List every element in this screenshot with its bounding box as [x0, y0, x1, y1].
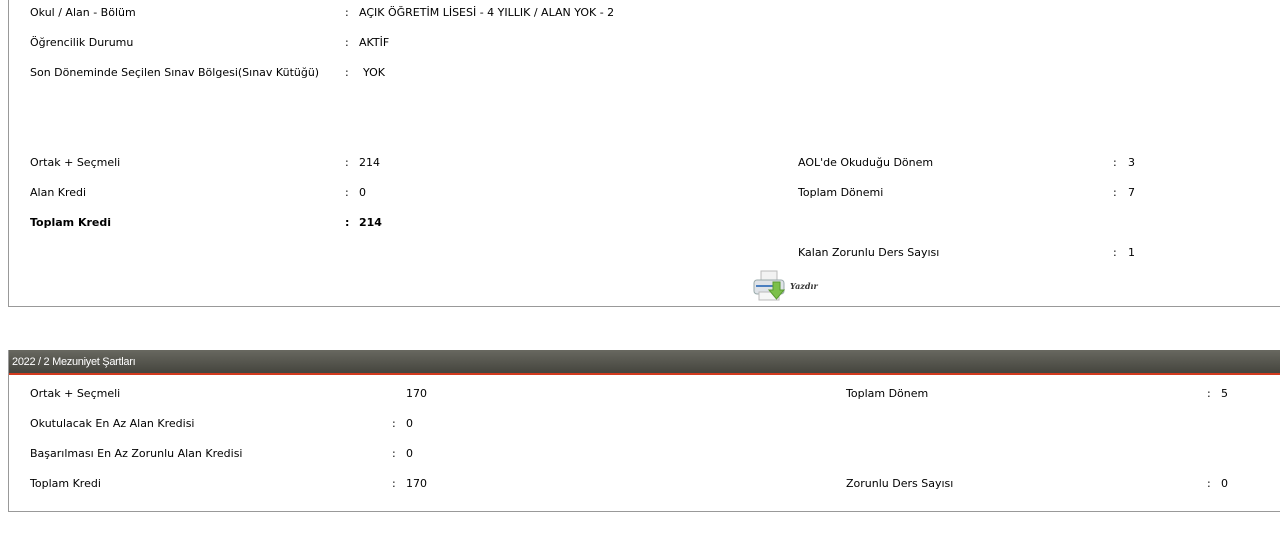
printer-icon [753, 270, 786, 301]
aol-term-label: AOL'de Okuduğu Dönem [798, 156, 934, 169]
field-credit-label: Alan Kredi [30, 186, 87, 199]
total-term-label: Toplam Dönemi [798, 186, 884, 199]
grad-total-term-label: Toplam Dönem [846, 387, 929, 400]
remaining-required-label: Kalan Zorunlu Ders Sayısı [798, 246, 940, 259]
colon: : [392, 447, 396, 460]
grad-common-label: Ortak + Seçmeli [30, 387, 121, 400]
exam-region-label: Son Döneminde Seçilen Sınav Bölgesi(Sına… [30, 66, 320, 79]
grad-min-required-label: Başarılması En Az Zorunlu Alan Kredisi [30, 447, 243, 460]
total-credit-label: Toplam Kredi [30, 216, 112, 229]
graduation-panel-title: 2022 / 2 Mezuniyet Şartları [9, 350, 1280, 375]
grad-common-value: 170 [406, 387, 427, 400]
grad-min-required-value: 0 [406, 447, 413, 460]
aol-term-value: 3 [1128, 156, 1135, 169]
status-label: Öğrencilik Durumu [30, 36, 134, 49]
colon: : [1113, 156, 1117, 169]
colon: : [345, 6, 349, 19]
grad-min-field-value: 0 [406, 417, 413, 430]
grad-total-value: 170 [406, 477, 427, 490]
common-credit-value: 214 [359, 156, 380, 169]
colon: : [345, 156, 349, 169]
graduation-requirements-panel: 2022 / 2 Mezuniyet Şartları [8, 350, 1280, 512]
school-label: Okul / Alan - Bölüm [30, 6, 136, 19]
colon: : [345, 36, 349, 49]
colon: : [392, 417, 396, 430]
field-credit-value: 0 [359, 186, 366, 199]
grad-required-count-label: Zorunlu Ders Sayısı [846, 477, 954, 490]
colon: : [345, 216, 350, 229]
colon: : [1113, 186, 1117, 199]
grad-min-field-label: Okutulacak En Az Alan Kredisi [30, 417, 195, 430]
print-button[interactable]: Yazdır [753, 270, 818, 302]
total-credit-value: 214 [359, 216, 382, 229]
colon: : [1113, 246, 1117, 259]
grad-total-label: Toplam Kredi [30, 477, 101, 490]
colon: : [1207, 477, 1211, 490]
status-value: AKTİF [359, 36, 390, 49]
colon: : [345, 186, 349, 199]
colon: : [345, 66, 349, 79]
colon: : [392, 477, 396, 490]
exam-region-value: YOK [363, 66, 385, 79]
school-value: AÇIK ÖĞRETİM LİSESİ - 4 YILLIK / ALAN YO… [359, 6, 615, 19]
total-term-value: 7 [1128, 186, 1135, 199]
colon: : [1207, 387, 1211, 400]
print-label: Yazdır [790, 281, 818, 291]
grad-total-term-value: 5 [1221, 387, 1228, 400]
remaining-required-value: 1 [1128, 246, 1135, 259]
common-credit-label: Ortak + Seçmeli [30, 156, 121, 169]
student-info-panel [8, 0, 1280, 307]
grad-required-count-value: 0 [1221, 477, 1228, 490]
